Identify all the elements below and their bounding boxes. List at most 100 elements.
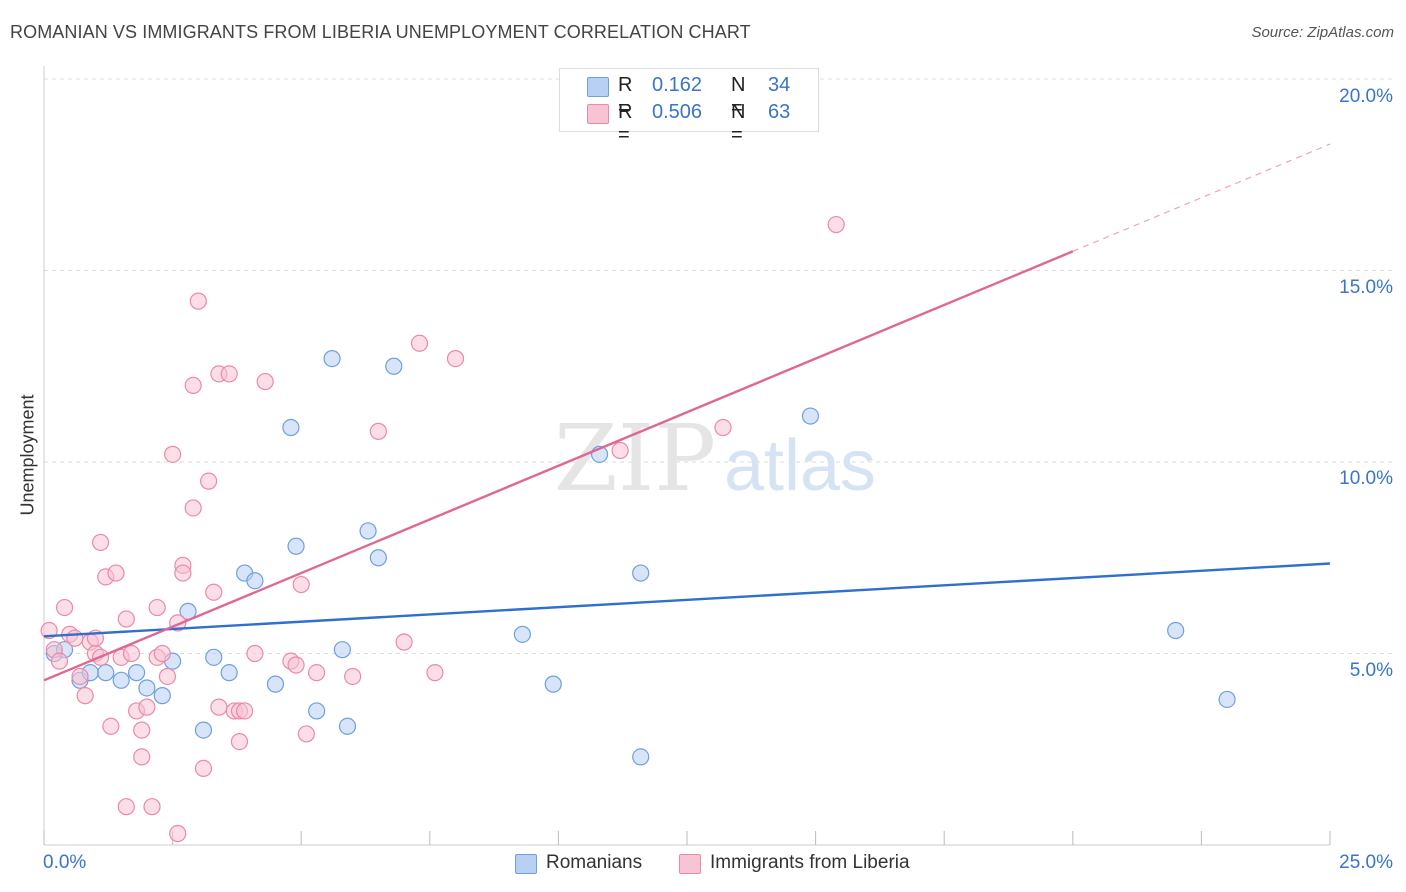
liberia-point [292,575,310,594]
r-label: R = [618,74,633,119]
watermark-atlas: atlas [724,426,876,506]
romanians-point [1167,621,1185,640]
liberia-point [446,349,465,368]
legend-label: Romanians [546,852,643,873]
liberia-point [369,422,387,440]
trend-layer [43,143,1331,682]
liberia-point [55,598,74,617]
romanians-point [801,407,820,425]
romanians-point [153,687,171,705]
n-label: N = [731,101,746,146]
liberia-point [102,717,120,735]
liberia-point [297,725,315,743]
liberia-point [410,334,429,352]
liberia-point [133,721,151,739]
liberia-point [426,664,444,682]
x-tick-label-min: 0.0% [43,852,87,873]
romanians-point [287,537,305,555]
liberia-swatch [587,104,609,124]
romanians-point [323,349,341,368]
n-label: N = [731,74,746,119]
chart-source: Source: ZipAtlas.com [1251,24,1394,41]
romanians-point [369,549,387,567]
romanians-point [632,748,650,766]
romanians-point [112,671,130,689]
romanians-point [282,418,300,437]
liberia-point [50,652,69,670]
liberia-point [143,798,161,816]
liberia-point [164,445,182,463]
liberia-point [395,633,413,651]
liberia-point [236,702,254,720]
romanians-trend-line [43,562,1331,638]
liberia-point [344,667,362,686]
liberia-point [200,472,218,490]
romanians-point [266,675,285,693]
romanians-swatch [587,77,609,97]
points-layer [40,215,1236,843]
liberia-point [107,564,125,582]
liberia-point [117,798,135,816]
liberia-point [184,499,202,517]
liberia-point [122,644,141,663]
liberia-point [91,533,110,552]
liberia-trend-extension [1072,143,1331,252]
liberia-point [184,376,202,394]
liberia-point [169,824,187,843]
liberia-point [205,583,223,601]
romanians-point [246,572,264,590]
liberia-point [148,598,166,617]
liberia-point [158,667,177,686]
liberia-point [256,372,274,391]
liberia-point [246,644,264,663]
liberia-point [40,621,58,640]
liberia-point [71,667,89,686]
romanians-point [220,664,238,682]
romanians-point [385,357,403,375]
n-value: 34 [768,74,791,96]
romanians-point [333,641,351,659]
axis-layer [43,66,1331,846]
liberia-point [714,418,732,437]
liberia-point [117,610,135,628]
liberia-point [76,687,94,705]
liberia-point [287,656,305,674]
r-label: R = [618,101,633,146]
romanians-point [127,664,146,682]
chart-title: ROMANIAN VS IMMIGRANTS FROM LIBERIA UNEM… [10,22,751,42]
correlation-legend: R = 0.162 N = 34 R = 0.506 N = 63 [559,68,819,146]
liberia-point [138,698,156,716]
n-value: 63 [768,101,791,123]
romanians-point [632,564,650,582]
romanians-point [138,679,156,697]
liberia-point [230,732,249,751]
liberia-point [66,629,84,647]
romanians-point [205,648,223,666]
liberia-point [210,698,228,716]
romanians-point [513,625,531,643]
liberia-point [611,441,629,460]
y-tick-label: 20.0% [1339,86,1393,107]
liberia-point [827,215,845,234]
romanians-point [544,675,562,693]
romanians-point [338,717,357,735]
watermark: ZIP atlas [554,405,876,512]
r-value: 0.506 [652,101,703,123]
y-tick-label: 15.0% [1339,277,1393,298]
liberia-swatch [679,854,701,874]
watermark-zip: ZIP [554,405,716,512]
liberia-point [189,292,207,310]
liberia-trend-line [43,250,1074,682]
romanians-point [359,522,377,540]
romanians-point [308,702,326,720]
liberia-point [308,664,326,682]
r-value: 0.162 [652,74,703,96]
liberia-point [194,759,213,778]
romanians-point [194,721,213,739]
y-tick-label: 5.0% [1349,660,1393,681]
liberia-point [153,644,171,663]
romanians-point [1218,690,1236,709]
y-axis-label: Unemployment [17,394,38,516]
y-tick-label: 10.0% [1339,468,1393,489]
